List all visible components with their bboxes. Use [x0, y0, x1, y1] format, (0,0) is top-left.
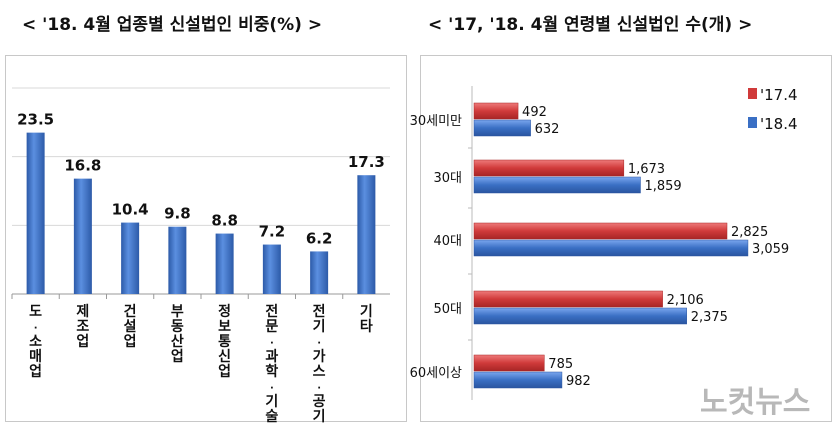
- category-label: 조: [76, 319, 89, 335]
- data-label: 9.8: [164, 205, 191, 223]
- category-label: 기: [265, 394, 278, 410]
- data-label: 492: [522, 105, 547, 120]
- legend-label: '18.4: [760, 115, 798, 133]
- category-label: 50대: [433, 302, 462, 317]
- data-label: 632: [535, 122, 560, 137]
- category-label: 업: [171, 349, 184, 365]
- bar-17-3: [473, 290, 663, 308]
- bar-3: [168, 226, 187, 294]
- category-label: 공: [313, 394, 326, 410]
- data-label: 2,106: [667, 293, 704, 308]
- category-label: ·: [270, 338, 274, 349]
- bar-18-4: [473, 371, 563, 389]
- data-label: 2,825: [731, 225, 768, 240]
- category-label: 통: [218, 334, 231, 350]
- data-label: 17.3: [348, 153, 385, 171]
- data-label: 10.4: [112, 201, 149, 219]
- data-label: 1,859: [644, 179, 681, 194]
- category-label: ·: [34, 323, 38, 334]
- data-label: 6.2: [306, 229, 333, 247]
- category-label: 기: [313, 319, 326, 335]
- category-label: 40대: [433, 234, 462, 249]
- category-label: 신: [218, 349, 231, 365]
- category-label: 업: [124, 334, 137, 350]
- data-label: 1,673: [628, 162, 665, 177]
- data-label: 982: [566, 374, 591, 389]
- data-label: 2,375: [691, 310, 728, 325]
- category-label: 30세미만: [410, 114, 462, 129]
- category-label: 산: [171, 333, 184, 350]
- category-label: 술: [265, 409, 278, 425]
- category-label: 60세이상: [410, 366, 462, 381]
- category-label: 도: [29, 304, 42, 320]
- category-label: 보: [218, 319, 231, 335]
- bar-4: [215, 233, 234, 294]
- right-chart-title: < '17, '18. 4월 연령별 신설법인 수(개) >: [428, 15, 753, 35]
- bar-5: [262, 244, 281, 294]
- category-label: 업: [76, 334, 89, 350]
- category-label: 건: [124, 303, 137, 320]
- bar-6: [310, 251, 329, 294]
- category-label: 전: [313, 303, 326, 320]
- category-label: 가: [313, 349, 326, 365]
- data-label: 8.8: [211, 212, 238, 230]
- left-chart-title: < '18. 4월 업종별 신설법인 비중(%) >: [22, 15, 323, 35]
- bar-17-2: [473, 222, 728, 240]
- bar-17-1: [473, 159, 625, 177]
- bar-1: [73, 178, 92, 294]
- bar-2: [121, 222, 140, 294]
- category-label: 설: [124, 319, 137, 335]
- category-label: 기: [360, 304, 373, 320]
- data-label: 7.2: [259, 223, 286, 241]
- data-label: 785: [548, 357, 573, 372]
- category-label: 제: [76, 304, 89, 320]
- legend-swatch: [748, 88, 757, 99]
- category-label: ·: [270, 383, 274, 394]
- category-label: 타: [360, 319, 373, 335]
- legend-label: '17.4: [760, 86, 798, 104]
- data-label: 3,059: [752, 242, 789, 257]
- category-label: 과: [265, 349, 278, 365]
- category-label: 학: [265, 364, 278, 380]
- category-label: 기: [313, 409, 326, 425]
- bar-18-0: [473, 119, 531, 137]
- bar-0: [26, 132, 45, 294]
- right-chart-frame: [420, 55, 832, 422]
- data-label: 16.8: [64, 157, 101, 175]
- bar-7: [357, 175, 376, 294]
- bar-18-1: [473, 176, 641, 194]
- category-label: 매: [29, 349, 42, 365]
- category-label: 스: [313, 364, 326, 380]
- legend-swatch: [748, 117, 757, 128]
- category-label: 업: [218, 364, 231, 380]
- watermark: 노컷뉴스: [700, 385, 810, 420]
- category-label: 동: [171, 319, 184, 335]
- category-label: ·: [317, 338, 321, 349]
- category-label: 30대: [433, 171, 462, 186]
- bar-17-4: [473, 354, 545, 372]
- bar-17-0: [473, 102, 519, 120]
- category-label: ·: [317, 383, 321, 394]
- bar-18-3: [473, 307, 687, 325]
- category-label: 업: [29, 364, 42, 380]
- data-label: 23.5: [17, 111, 54, 129]
- category-label: 소: [29, 334, 42, 350]
- bar-18-2: [473, 239, 749, 257]
- category-label: 정: [218, 303, 231, 320]
- category-label: 부: [171, 304, 184, 320]
- category-label: 전: [265, 303, 278, 320]
- left-chart-frame: [5, 55, 407, 422]
- category-label: 문: [265, 319, 278, 335]
